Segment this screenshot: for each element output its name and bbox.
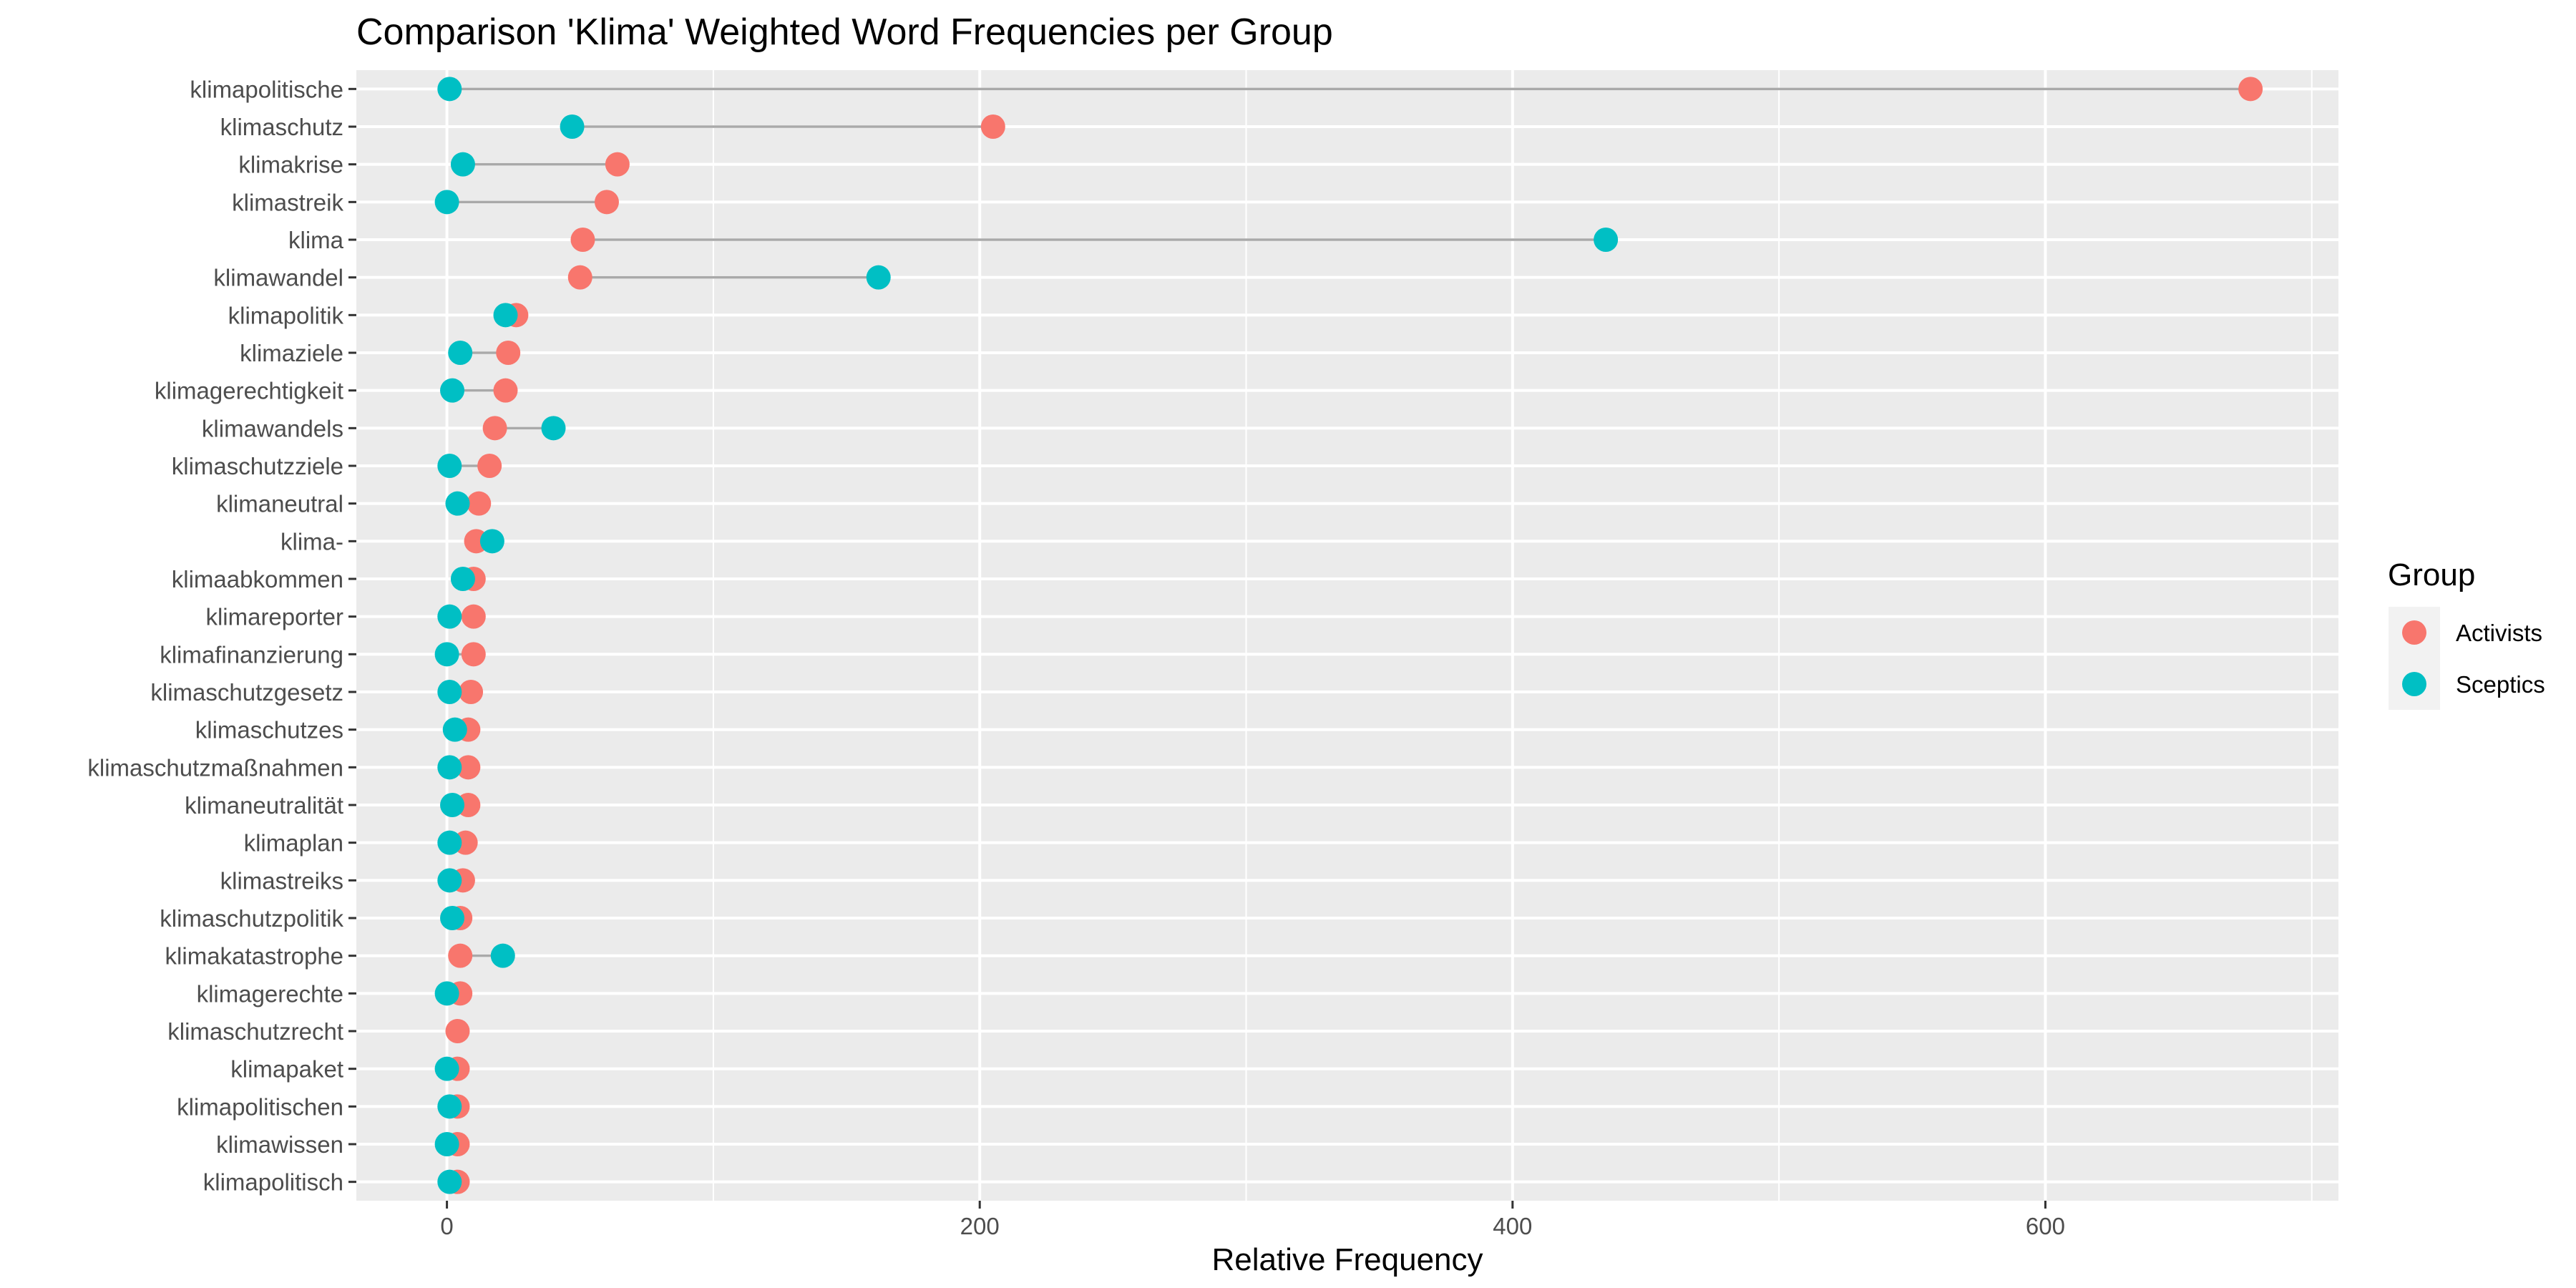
point-sceptics [448, 341, 473, 365]
point-activists [461, 642, 486, 667]
legend: Group Activists Sceptics [2388, 557, 2545, 710]
point-activists [467, 491, 492, 516]
point-sceptics [434, 1056, 459, 1081]
y-tick-label: klimawandels [202, 415, 343, 441]
point-sceptics [450, 152, 475, 177]
legend-title: Group [2388, 557, 2475, 592]
y-tick-label: klimapolitische [190, 76, 343, 102]
y-tick-label: klimagerechtigkeit [155, 378, 343, 404]
y-tick-label: klimapolitischen [177, 1093, 343, 1120]
point-sceptics [434, 190, 459, 215]
y-tick-label: klimaplan [244, 830, 343, 857]
x-axis: 0 200 400 600 [440, 1201, 2065, 1239]
legend-label: Sceptics [2456, 671, 2545, 698]
y-tick-label: klimagerechte [197, 980, 343, 1007]
y-tick-label: klimaschutzziele [172, 453, 343, 479]
point-sceptics [440, 378, 465, 403]
y-tick-label: klimaschutzes [195, 717, 343, 743]
point-activists [980, 114, 1005, 139]
y-tick-label: klimapolitisch [203, 1169, 343, 1196]
plot-panel [356, 70, 2338, 1201]
point-sceptics [866, 265, 891, 290]
point-activists [482, 416, 507, 441]
legend-key-sceptics [2402, 672, 2426, 696]
legend-key-activists [2402, 620, 2426, 645]
point-sceptics [490, 943, 515, 968]
point-sceptics [479, 529, 504, 554]
y-axis: klimapolitische klimaschutz klimakrise klim… [87, 76, 356, 1196]
point-sceptics [437, 830, 462, 855]
y-tick-label: klimaschutzpolitik [160, 905, 343, 932]
x-axis-label: Relative Frequency [1211, 1242, 1483, 1277]
point-activists [594, 190, 619, 215]
point-sceptics [434, 1132, 459, 1156]
point-sceptics [450, 567, 475, 591]
y-tick-label: klima [288, 227, 344, 253]
x-tick-label: 600 [2026, 1213, 2065, 1239]
point-sceptics [437, 680, 462, 704]
y-tick-label: klimawandel [213, 265, 343, 291]
y-tick-label: klimaabkommen [172, 566, 343, 592]
point-sceptics [541, 416, 566, 441]
point-sceptics [437, 755, 462, 780]
point-sceptics [445, 491, 470, 516]
point-sceptics [437, 604, 462, 629]
y-tick-label: klimawissen [216, 1131, 343, 1158]
y-tick-label: klimapolitik [228, 302, 344, 328]
y-tick-label: klimaneutral [216, 491, 343, 517]
y-tick-label: klimaschutzmaßnahmen [87, 754, 343, 781]
x-tick-label: 0 [440, 1213, 453, 1239]
point-activists [570, 228, 595, 252]
data-points [434, 77, 2263, 1194]
point-sceptics [437, 77, 462, 102]
y-tick-label: klimafinanzierung [160, 641, 343, 668]
y-tick-label: klimaschutzgesetz [150, 679, 343, 706]
point-sceptics [440, 793, 465, 817]
point-activists [477, 454, 502, 478]
point-activists [567, 265, 592, 290]
y-tick-label: klimakrise [238, 152, 343, 178]
point-sceptics [440, 906, 465, 930]
y-tick-label: klimakatastrophe [165, 943, 343, 970]
y-tick-label: klimastreiks [220, 867, 343, 894]
point-sceptics [437, 454, 462, 478]
point-sceptics [1594, 228, 1619, 252]
grid-minor [712, 70, 2313, 1201]
point-sceptics [434, 642, 459, 667]
legend-label: Activists [2456, 620, 2542, 646]
y-tick-label: klimaschutz [220, 114, 343, 140]
point-sceptics [437, 1169, 462, 1194]
chart-title: Comparison 'Klima' Weighted Word Frequen… [356, 11, 1333, 53]
point-activists [459, 680, 484, 704]
point-activists [445, 1019, 470, 1043]
y-tick-label: klimastreik [232, 189, 343, 215]
y-tick-label: klimaneutralität [185, 792, 343, 819]
point-sceptics [493, 303, 518, 328]
point-activists [605, 152, 630, 177]
x-tick-label: 200 [960, 1213, 1000, 1239]
point-sceptics [434, 981, 459, 1006]
point-sceptics [437, 868, 462, 893]
point-sceptics [442, 717, 467, 742]
point-sceptics [560, 114, 585, 139]
point-activists [461, 604, 486, 629]
point-activists [456, 755, 481, 780]
point-sceptics [437, 1094, 462, 1119]
point-activists [493, 378, 518, 403]
y-tick-label: klimareporter [205, 604, 343, 630]
y-tick-label: klimapaket [230, 1056, 343, 1083]
point-activists [496, 341, 521, 365]
y-tick-label: klimaschutzrecht [167, 1018, 343, 1045]
y-tick-label: klima- [280, 528, 343, 555]
x-tick-label: 400 [1493, 1213, 1532, 1239]
point-activists [448, 943, 473, 968]
point-activists [2238, 77, 2263, 102]
y-tick-label: klimaziele [240, 340, 343, 366]
